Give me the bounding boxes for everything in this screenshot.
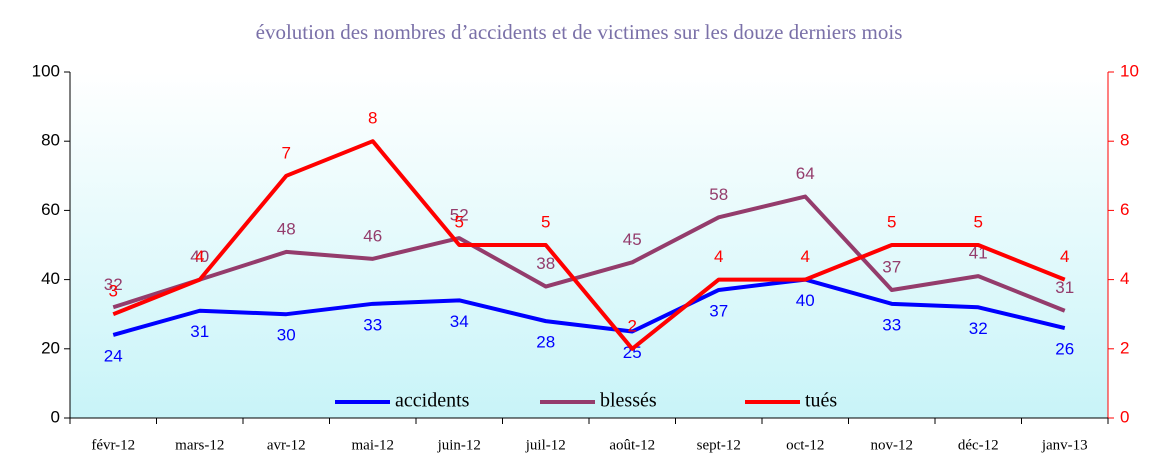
y-tick-label: 20 [41,338,60,357]
data-label: 31 [190,322,209,341]
x-tick-label: janv-13 [1041,437,1088,453]
data-label: 4 [714,247,723,266]
y2-tick-label: 10 [1120,61,1139,80]
x-tick-label: juil-12 [525,437,566,453]
data-label: 33 [882,315,901,334]
y2-tick-label: 6 [1120,200,1129,219]
x-tick-label: sept-12 [697,437,741,453]
data-label: 30 [277,326,296,345]
x-tick-label: févr-12 [91,437,135,453]
data-label: 38 [536,254,555,273]
series-line [112,277,1066,337]
data-label: 31 [1055,278,1074,297]
y2-tick-label: 2 [1120,338,1129,357]
data-label: 24 [104,346,123,365]
series-line [112,194,1066,313]
data-label: 33 [363,315,382,334]
data-label: 2 [628,316,637,335]
data-label: 34 [450,312,469,331]
legend-label: tués [805,390,837,412]
x-tick-label: déc-12 [958,437,999,453]
data-label: 7 [282,143,291,162]
y2-tick-label: 0 [1120,407,1129,426]
data-label: 32 [104,275,123,294]
x-tick-label: août-12 [609,437,655,453]
data-label: 4 [801,247,810,266]
data-label: 5 [974,212,983,231]
x-tick-label: mars-12 [175,437,224,453]
series-line [112,139,1066,351]
chart-title: évolution des nombres d’accidents et de … [256,20,903,44]
data-label: 48 [277,219,296,238]
x-tick-label: nov-12 [871,437,914,453]
legend-label: accidents [395,390,470,412]
data-label: 32 [969,319,988,338]
y-tick-label: 40 [41,269,60,288]
data-label: 5 [455,212,464,231]
data-label: 58 [709,185,728,204]
data-label: 5 [887,212,896,231]
data-label: 25 [623,343,642,362]
data-label: 37 [709,301,728,320]
y2-tick-label: 8 [1120,131,1129,150]
y-tick-label: 100 [32,61,60,80]
data-label: 52 [450,206,469,225]
x-tick-label: juin-12 [437,437,481,453]
data-label: 5 [541,212,550,231]
data-label: 45 [623,230,642,249]
data-label: 26 [1055,340,1074,359]
y-tick-label: 60 [41,200,60,219]
data-label: 4 [1060,247,1069,266]
data-label: 40 [190,247,209,266]
data-label: 40 [796,291,815,310]
data-label: 37 [882,257,901,276]
data-label: 3 [109,282,118,301]
x-tick-label: mai-12 [352,437,395,453]
data-label: 46 [363,226,382,245]
legend-label: blessés [600,390,657,412]
data-label: 8 [368,109,377,128]
data-label: 28 [536,333,555,352]
y2-tick-label: 4 [1120,269,1129,288]
data-label: 64 [796,164,815,183]
y-tick-label: 80 [41,131,60,150]
y-tick-label: 0 [51,407,60,426]
x-tick-label: oct-12 [786,437,824,453]
x-tick-label: avr-12 [267,437,306,453]
data-label: 4 [195,247,204,266]
